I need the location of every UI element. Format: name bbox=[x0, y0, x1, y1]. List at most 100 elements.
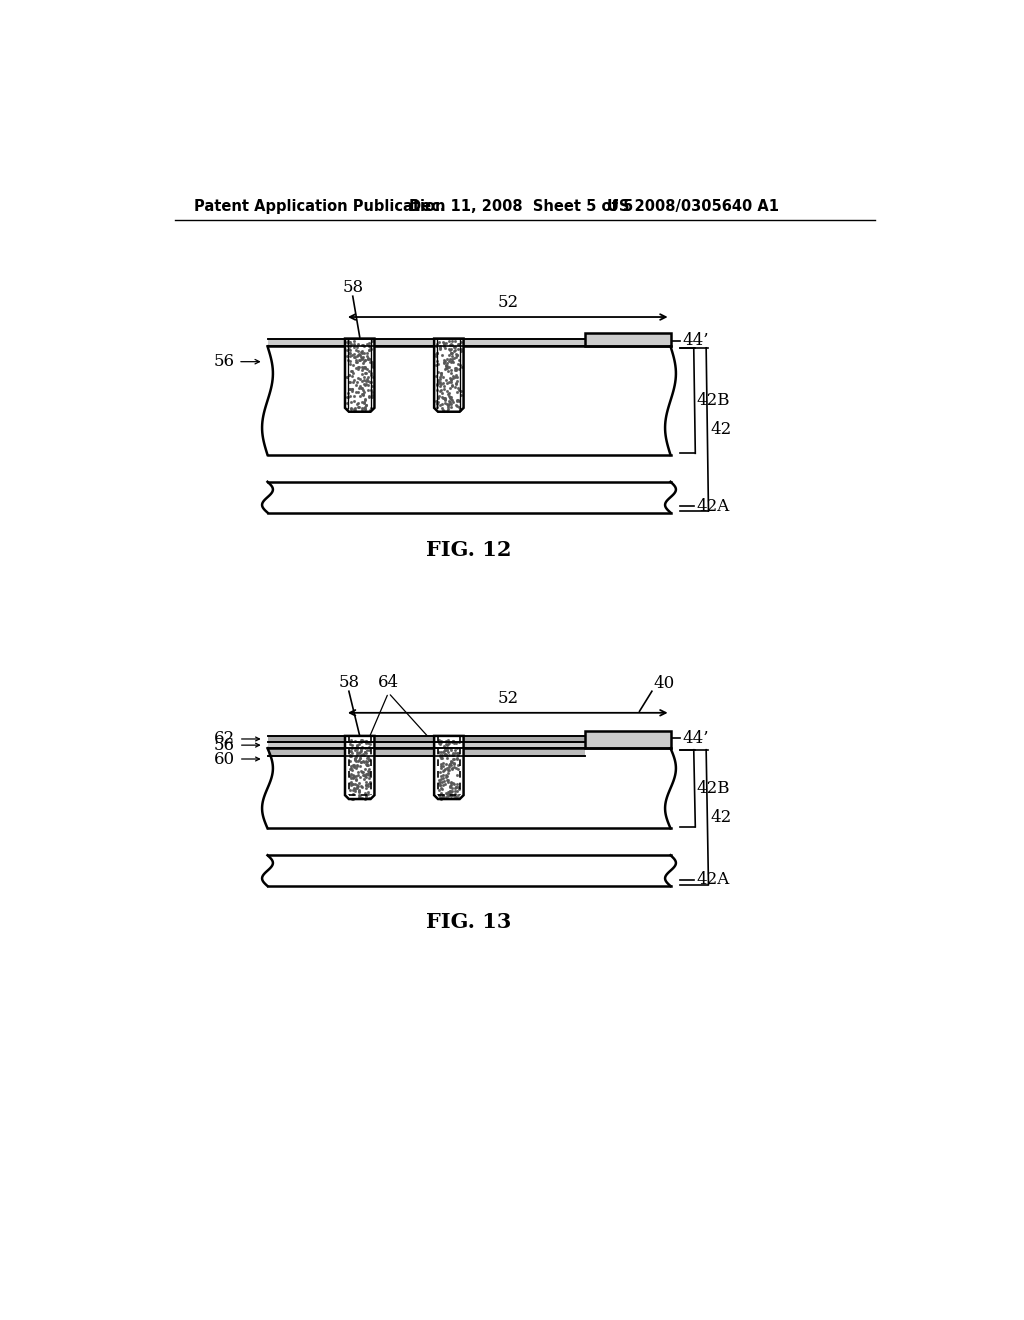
Point bbox=[436, 352, 453, 374]
Point bbox=[343, 772, 359, 793]
Point bbox=[439, 759, 456, 780]
Point bbox=[443, 751, 460, 772]
Point bbox=[353, 737, 370, 758]
Point bbox=[444, 730, 461, 751]
Point bbox=[352, 760, 369, 781]
Point bbox=[354, 788, 371, 809]
Point bbox=[365, 387, 381, 408]
Point bbox=[436, 771, 453, 792]
Point bbox=[357, 766, 374, 787]
Point bbox=[429, 350, 445, 371]
Point bbox=[436, 338, 453, 359]
Point bbox=[354, 400, 371, 421]
Point bbox=[347, 738, 364, 759]
Point bbox=[451, 758, 467, 779]
Point bbox=[439, 372, 456, 393]
Point bbox=[353, 378, 370, 399]
Point bbox=[359, 366, 376, 387]
Point bbox=[446, 777, 463, 799]
Point bbox=[436, 387, 453, 408]
Point bbox=[441, 385, 458, 407]
Point bbox=[350, 350, 367, 371]
Point bbox=[444, 772, 461, 793]
Point bbox=[446, 739, 463, 760]
Point bbox=[441, 378, 458, 399]
Point bbox=[439, 352, 456, 374]
Point bbox=[432, 339, 449, 360]
Point bbox=[434, 775, 451, 796]
Point bbox=[433, 766, 450, 787]
Point bbox=[451, 380, 467, 401]
Point bbox=[450, 742, 466, 763]
Point bbox=[440, 391, 457, 412]
Point bbox=[350, 381, 367, 403]
Point bbox=[443, 359, 460, 380]
Point bbox=[343, 360, 359, 381]
Bar bbox=[345, 737, 375, 812]
Text: 56: 56 bbox=[214, 737, 234, 754]
Point bbox=[443, 754, 460, 775]
Point bbox=[452, 400, 468, 421]
Point bbox=[357, 358, 374, 379]
Point bbox=[451, 350, 467, 371]
Point bbox=[438, 752, 455, 774]
Point bbox=[356, 742, 373, 763]
Point bbox=[348, 768, 365, 789]
Point bbox=[350, 734, 367, 755]
Point bbox=[430, 331, 446, 352]
Point bbox=[346, 730, 362, 751]
Point bbox=[437, 730, 454, 751]
Point bbox=[349, 777, 366, 799]
Point bbox=[348, 339, 365, 360]
Point bbox=[364, 375, 380, 396]
Point bbox=[357, 363, 374, 384]
Point bbox=[357, 399, 374, 420]
Point bbox=[443, 781, 460, 803]
Point bbox=[428, 335, 444, 356]
Point bbox=[347, 750, 364, 771]
Bar bbox=[267, 482, 671, 512]
Point bbox=[439, 397, 456, 418]
Bar bbox=[434, 737, 464, 812]
Point bbox=[349, 735, 366, 756]
Point bbox=[364, 372, 380, 393]
Point bbox=[359, 781, 376, 803]
Point bbox=[428, 389, 444, 411]
Text: 42: 42 bbox=[711, 809, 732, 825]
Point bbox=[436, 392, 453, 413]
Point bbox=[360, 760, 377, 781]
Point bbox=[365, 367, 381, 388]
Point bbox=[444, 744, 461, 766]
Text: 60: 60 bbox=[214, 751, 234, 767]
Point bbox=[360, 763, 377, 784]
Point bbox=[440, 783, 457, 804]
Point bbox=[436, 400, 453, 421]
Bar bbox=[267, 737, 586, 742]
Point bbox=[431, 733, 447, 754]
Point bbox=[441, 756, 458, 777]
Point bbox=[435, 331, 452, 352]
Point bbox=[435, 760, 452, 781]
Point bbox=[359, 368, 376, 389]
Point bbox=[428, 346, 444, 367]
Point bbox=[350, 378, 367, 399]
Point bbox=[341, 331, 357, 352]
Point bbox=[361, 734, 378, 755]
Point bbox=[359, 348, 376, 370]
Point bbox=[342, 741, 358, 762]
Point bbox=[352, 767, 369, 788]
Point bbox=[343, 399, 359, 420]
Point bbox=[353, 741, 370, 762]
Point bbox=[346, 777, 362, 799]
Point bbox=[359, 739, 376, 760]
Point bbox=[347, 397, 364, 418]
Point bbox=[438, 355, 455, 376]
Point bbox=[433, 777, 450, 799]
Point bbox=[353, 342, 370, 363]
Point bbox=[428, 374, 444, 395]
Point bbox=[346, 330, 362, 351]
Point bbox=[445, 752, 462, 774]
Point bbox=[434, 742, 451, 763]
Bar bbox=[267, 855, 671, 886]
Point bbox=[343, 755, 359, 776]
